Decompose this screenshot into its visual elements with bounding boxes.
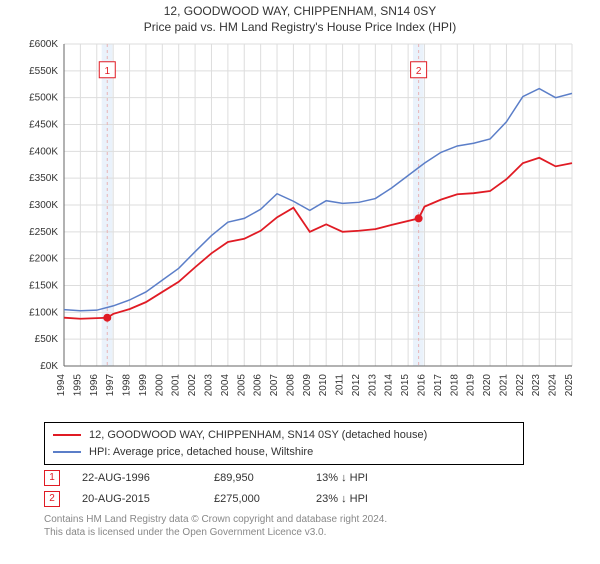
footer-line-2: This data is licensed under the Open Gov… bbox=[44, 526, 600, 539]
svg-text:2012: 2012 bbox=[351, 374, 362, 397]
svg-text:£200K: £200K bbox=[29, 254, 58, 265]
svg-text:2010: 2010 bbox=[318, 374, 329, 397]
svg-text:2: 2 bbox=[416, 66, 422, 77]
svg-text:2023: 2023 bbox=[531, 374, 542, 397]
svg-text:2022: 2022 bbox=[515, 374, 526, 397]
svg-text:£600K: £600K bbox=[29, 39, 58, 50]
svg-text:£350K: £350K bbox=[29, 173, 58, 184]
svg-text:2020: 2020 bbox=[482, 374, 493, 397]
annotation-pct: 13% ↓ HPI bbox=[316, 472, 368, 484]
svg-text:2018: 2018 bbox=[449, 374, 460, 397]
svg-text:£400K: £400K bbox=[29, 146, 58, 157]
svg-text:£150K: £150K bbox=[29, 281, 58, 292]
svg-text:£250K: £250K bbox=[29, 227, 58, 238]
svg-text:2009: 2009 bbox=[302, 374, 313, 397]
annotation-row: 2 20-AUG-2015 £275,000 23% ↓ HPI bbox=[44, 491, 600, 507]
svg-text:£0K: £0K bbox=[40, 361, 58, 372]
title-line-2: Price paid vs. HM Land Registry's House … bbox=[0, 20, 600, 34]
svg-text:2001: 2001 bbox=[171, 374, 182, 397]
svg-text:£450K: £450K bbox=[29, 120, 58, 131]
svg-text:£50K: £50K bbox=[35, 334, 59, 345]
svg-text:2007: 2007 bbox=[269, 374, 280, 397]
svg-text:2014: 2014 bbox=[384, 374, 395, 397]
legend-label: HPI: Average price, detached house, Wilt… bbox=[89, 444, 313, 461]
annotation-date: 20-AUG-2015 bbox=[82, 493, 192, 505]
svg-text:2011: 2011 bbox=[335, 374, 346, 396]
svg-text:£300K: £300K bbox=[29, 200, 58, 211]
svg-text:1995: 1995 bbox=[72, 374, 83, 397]
annotation-price: £275,000 bbox=[214, 493, 294, 505]
legend-swatch bbox=[53, 434, 81, 436]
legend-item: 12, GOODWOOD WAY, CHIPPENHAM, SN14 0SY (… bbox=[53, 427, 515, 444]
footer-line-1: Contains HM Land Registry data © Crown c… bbox=[44, 513, 600, 526]
annotation-row: 1 22-AUG-1996 £89,950 13% ↓ HPI bbox=[44, 470, 600, 486]
svg-text:1999: 1999 bbox=[138, 374, 149, 397]
svg-text:2003: 2003 bbox=[203, 374, 214, 397]
svg-text:2002: 2002 bbox=[187, 374, 198, 397]
legend-label: 12, GOODWOOD WAY, CHIPPENHAM, SN14 0SY (… bbox=[89, 427, 427, 444]
svg-text:2024: 2024 bbox=[548, 374, 559, 397]
svg-text:1996: 1996 bbox=[89, 374, 100, 397]
chart-title-block: 12, GOODWOOD WAY, CHIPPENHAM, SN14 0SY P… bbox=[0, 4, 600, 34]
annotation-table: 1 22-AUG-1996 £89,950 13% ↓ HPI 2 20-AUG… bbox=[44, 470, 600, 507]
legend-swatch bbox=[53, 451, 81, 453]
legend: 12, GOODWOOD WAY, CHIPPENHAM, SN14 0SY (… bbox=[44, 422, 524, 465]
legend-item: HPI: Average price, detached house, Wilt… bbox=[53, 444, 515, 461]
svg-text:2015: 2015 bbox=[400, 374, 411, 397]
svg-text:2005: 2005 bbox=[236, 374, 247, 397]
svg-text:1: 1 bbox=[104, 66, 110, 77]
annotation-num-box: 2 bbox=[44, 491, 60, 507]
svg-text:£100K: £100K bbox=[29, 307, 58, 318]
annotation-num-box: 1 bbox=[44, 470, 60, 486]
svg-text:1998: 1998 bbox=[122, 374, 133, 397]
svg-text:2006: 2006 bbox=[253, 374, 264, 397]
chart-area: £0K £50K £100K £150K £200K £250K £300K £350K £40… bbox=[20, 36, 580, 416]
svg-text:1994: 1994 bbox=[56, 374, 67, 397]
svg-text:2025: 2025 bbox=[564, 374, 575, 397]
title-line-1: 12, GOODWOOD WAY, CHIPPENHAM, SN14 0SY bbox=[0, 4, 600, 18]
annotation-price: £89,950 bbox=[214, 472, 294, 484]
svg-text:£500K: £500K bbox=[29, 93, 58, 104]
chart-svg: £0K £50K £100K £150K £200K £250K £300K £350K £40… bbox=[20, 36, 580, 416]
svg-text:2008: 2008 bbox=[285, 374, 296, 397]
svg-text:2016: 2016 bbox=[417, 374, 428, 397]
svg-text:2000: 2000 bbox=[154, 374, 165, 397]
annotation-pct: 23% ↓ HPI bbox=[316, 493, 368, 505]
svg-text:2013: 2013 bbox=[367, 374, 378, 397]
footer: Contains HM Land Registry data © Crown c… bbox=[44, 513, 600, 539]
svg-text:2017: 2017 bbox=[433, 374, 444, 397]
annotation-date: 22-AUG-1996 bbox=[82, 472, 192, 484]
svg-text:1997: 1997 bbox=[105, 374, 116, 397]
svg-text:2019: 2019 bbox=[466, 374, 477, 397]
svg-text:2004: 2004 bbox=[220, 374, 231, 397]
svg-text:£550K: £550K bbox=[29, 66, 58, 77]
svg-text:2021: 2021 bbox=[498, 374, 509, 397]
